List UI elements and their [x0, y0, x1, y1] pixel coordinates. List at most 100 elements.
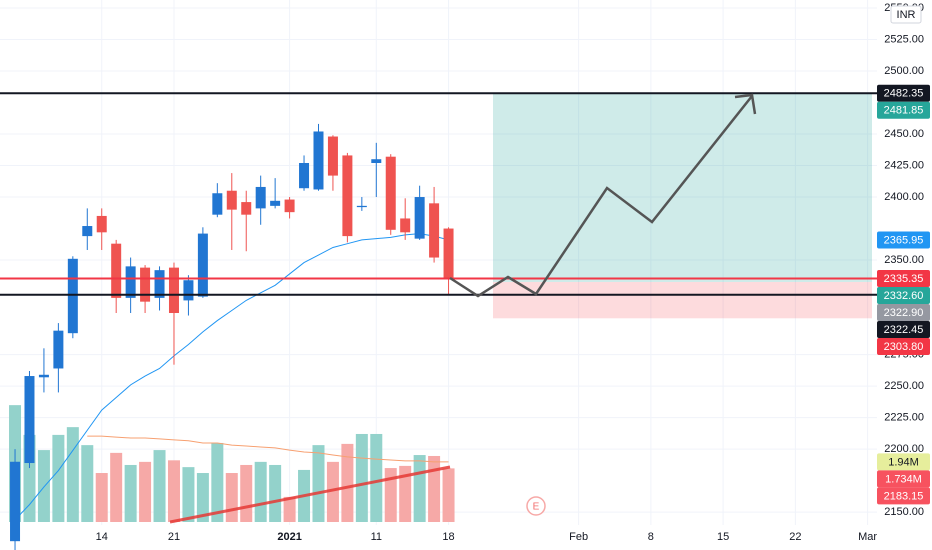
volume-bar	[52, 434, 65, 522]
candle-body	[299, 162, 310, 189]
x-tick-label: 14	[96, 531, 108, 543]
volume-bar	[66, 427, 79, 522]
y-tick-label: 2500.00	[884, 65, 924, 77]
candle-body	[429, 203, 440, 258]
indicator-lines	[14, 233, 449, 521]
candle-body	[414, 197, 425, 239]
indicator-line	[14, 233, 449, 521]
price-tag-label: 2322.90	[884, 307, 924, 319]
volume-bar	[442, 468, 455, 522]
volume-bar	[254, 461, 267, 522]
candle-body	[168, 267, 179, 314]
volume-bar	[225, 473, 238, 522]
volume-bar	[153, 450, 166, 522]
volume-bar	[211, 442, 224, 522]
volume-bar	[124, 464, 137, 522]
volume-pane	[9, 405, 455, 522]
candle-body	[154, 270, 165, 298]
event-label: E	[533, 502, 540, 513]
candle-body	[270, 200, 281, 206]
y-tick-label: 2400.00	[884, 191, 924, 203]
candle-body	[96, 215, 107, 233]
volume-bar	[240, 464, 253, 522]
candle-body	[197, 233, 208, 297]
x-tick-label: 15	[717, 531, 729, 543]
price-tag	[877, 287, 930, 305]
trend-line	[169, 465, 451, 524]
price-tag-label: 2335.35	[884, 273, 924, 285]
stop-zone	[493, 281, 872, 319]
volume-bar	[413, 455, 426, 522]
volume-bar	[182, 467, 195, 522]
candle-body	[125, 266, 136, 298]
volume-bar	[167, 460, 180, 522]
y-tick-label: 2525.00	[884, 33, 924, 45]
price-tag-label: 2365.95	[884, 234, 924, 246]
y-tick-label: 2150.00	[884, 506, 924, 518]
volume-bar	[384, 468, 397, 522]
volume-bar	[23, 434, 36, 522]
candle-body	[327, 136, 338, 176]
candle-body	[212, 193, 223, 215]
candle-body	[255, 186, 266, 209]
price-tag-label: 2322.45	[884, 324, 924, 336]
price-tag	[877, 470, 930, 488]
x-tick-label: 21	[168, 531, 180, 543]
volume-bar	[341, 443, 354, 522]
price-tag	[877, 231, 930, 249]
y-tick-label: 2350.00	[884, 254, 924, 266]
price-tag	[877, 101, 930, 119]
currency-box[interactable]	[890, 5, 922, 24]
volume-bar	[110, 452, 123, 522]
drawings-back	[493, 93, 872, 319]
y-tick-label: 2225.00	[884, 412, 924, 424]
target-zone	[493, 93, 872, 282]
volume-bar	[428, 455, 441, 522]
price-tag-label: 2332.60	[884, 290, 924, 302]
price-tag	[877, 84, 930, 102]
price-tag	[877, 487, 930, 505]
candle-body	[385, 156, 396, 230]
arrow-head	[734, 93, 757, 115]
volume-bar	[283, 496, 296, 522]
candle-body	[342, 155, 353, 237]
price-tag	[877, 304, 930, 322]
candle-body	[313, 131, 324, 190]
volume-bar	[196, 473, 209, 522]
volume-bar	[269, 464, 282, 522]
candle-body	[140, 267, 151, 302]
y-tick-label: 2250.00	[884, 380, 924, 392]
price-tags: 2482.35 2481.85 2365.95 2335.35 2332.60 2322.…	[877, 84, 930, 505]
candle-body	[10, 461, 21, 542]
axis-labels: 2550.002525.002500.002450.002425.002400.…	[96, 2, 924, 543]
price-tag-label: 2183.15	[884, 490, 924, 502]
volume-bar	[355, 433, 368, 522]
candle-body	[241, 202, 252, 215]
volume-bar	[95, 473, 108, 522]
candle-body	[38, 374, 49, 378]
candle-body	[371, 159, 382, 163]
candle-body	[284, 199, 295, 213]
x-tick-label: Feb	[569, 531, 588, 543]
price-tag-label: 2481.85	[884, 105, 924, 117]
price-tag-label: 2482.35	[884, 88, 924, 100]
candle-body	[111, 243, 122, 298]
candle-body	[356, 205, 367, 208]
event-marker[interactable]	[526, 496, 546, 516]
path-drawing	[449, 95, 753, 298]
price-tag	[877, 338, 930, 356]
volume-bar	[139, 461, 152, 522]
y-tick-label: 2425.00	[884, 159, 924, 171]
volume-bar	[312, 445, 325, 522]
volume-bar	[399, 465, 412, 522]
x-tick-label: 18	[442, 531, 454, 543]
candles	[10, 123, 454, 550]
price-tag-label: 1.94M	[888, 456, 919, 468]
drawings	[0, 92, 877, 296]
candle-body	[183, 280, 194, 301]
volume-bar	[37, 450, 50, 522]
x-tick-label: 2021	[277, 531, 301, 543]
candle-body	[400, 218, 411, 233]
